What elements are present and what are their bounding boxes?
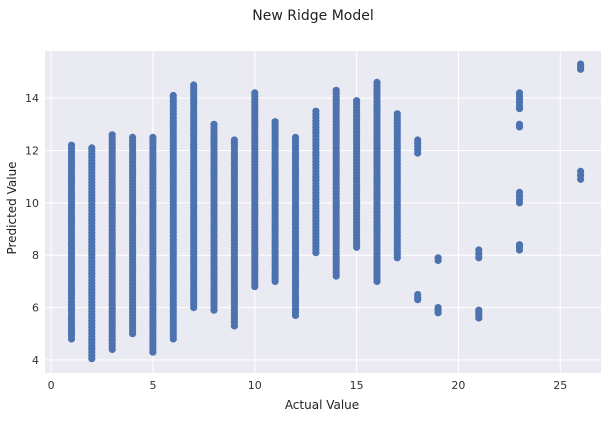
y-tick-label: 12 [25,144,39,157]
data-point [475,306,483,314]
y-tick-label: 10 [25,197,39,210]
data-point [414,136,422,144]
x-axis-label: Actual Value [285,398,359,412]
data-point [373,78,381,86]
data-point [577,167,585,175]
data-point [475,246,483,254]
data-point [515,241,524,249]
data-point [149,133,157,141]
data-point [434,254,442,262]
plot-background [45,51,601,373]
data-point [271,118,279,126]
scatter-points [67,60,585,363]
data-point [129,133,137,141]
x-tick-label: 20 [451,379,465,392]
data-point [393,110,401,118]
data-point [251,89,259,97]
data-point [434,304,442,312]
x-tick-label: 0 [48,379,55,392]
data-point [515,188,524,196]
data-point [291,133,300,141]
data-point [414,290,422,299]
data-point [515,89,524,97]
y-tick-label: 8 [32,249,39,262]
data-point [190,81,198,89]
x-tick-label: 25 [553,379,567,392]
data-point [312,107,320,115]
chart-title: New Ridge Model [252,8,373,24]
data-point [210,120,218,128]
y-axis-label: Predicted Value [5,161,19,254]
data-point [353,97,361,105]
y-tick-label: 14 [25,92,39,105]
data-point [88,144,96,152]
data-point [332,86,340,94]
data-point [67,141,76,149]
data-point [515,120,524,128]
x-tick-label: 15 [350,379,364,392]
x-tick-label: 10 [248,379,262,392]
y-tick-label: 6 [32,302,39,315]
y-tick-label: 4 [32,354,39,367]
data-point [577,60,585,68]
data-point [108,131,116,139]
data-point [230,136,238,144]
data-point [169,91,177,100]
x-tick-label: 5 [149,379,156,392]
